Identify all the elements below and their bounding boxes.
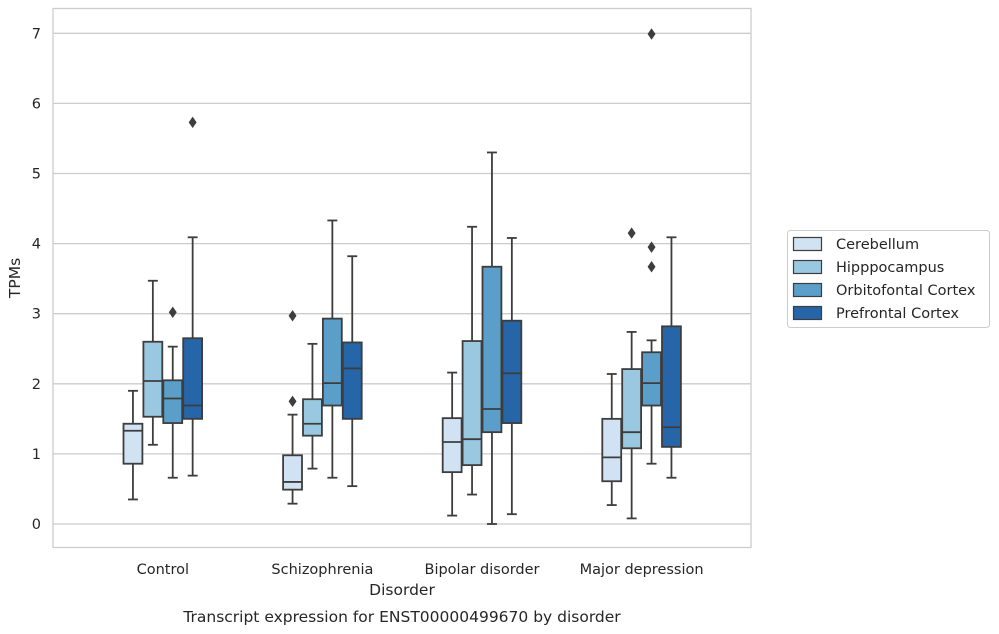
box-orbitofontal-cortex bbox=[162, 306, 184, 479]
outlier-point bbox=[288, 310, 297, 322]
outlier-point bbox=[168, 306, 177, 319]
legend-swatch bbox=[792, 236, 823, 252]
box-body bbox=[182, 337, 203, 420]
outlier-point bbox=[647, 28, 656, 40]
legend-label: Prefrontal Cortex bbox=[836, 306, 959, 322]
x-tick-labels: Control Schizophrenia Bipolar disorder Majo… bbox=[137, 562, 704, 578]
box-body bbox=[661, 325, 682, 448]
gridlines bbox=[53, 32, 751, 525]
boxes bbox=[122, 28, 682, 525]
y-tick-label: 3 bbox=[32, 307, 41, 323]
box-body bbox=[341, 341, 363, 420]
y-tick-label: 2 bbox=[32, 377, 41, 393]
box-prefrontal-cortex bbox=[341, 255, 363, 488]
box-body bbox=[641, 351, 662, 407]
y-tick-label: 6 bbox=[32, 96, 41, 112]
box-body bbox=[321, 317, 343, 407]
box-hipppocampus bbox=[621, 227, 643, 520]
box-body bbox=[302, 398, 323, 437]
outlier-point bbox=[627, 227, 636, 239]
outlier-point bbox=[288, 395, 297, 408]
box-body bbox=[461, 340, 483, 467]
y-tick-labels: 0 1 2 3 4 5 6 7 bbox=[32, 26, 41, 533]
legend-frame bbox=[787, 230, 990, 328]
legend-swatch bbox=[792, 282, 823, 298]
box-body bbox=[481, 265, 503, 434]
box-body bbox=[122, 422, 144, 465]
x-tick-label: Major depression bbox=[580, 562, 704, 578]
chart-caption: Transcript expression for ENST0000049967… bbox=[182, 608, 621, 626]
box-cerebellum bbox=[282, 310, 303, 505]
box-hipppocampus bbox=[302, 342, 323, 470]
y-tick-label: 7 bbox=[32, 26, 41, 42]
box-body bbox=[441, 417, 463, 474]
box-cerebellum bbox=[441, 371, 463, 517]
box-prefrontal-cortex bbox=[501, 237, 523, 516]
x-tick-label: Control bbox=[137, 562, 189, 578]
box-prefrontal-cortex bbox=[661, 236, 682, 479]
legend: Cerebellum Hipppocampus Orbitofontal Corte… bbox=[787, 230, 990, 328]
y-tick-label: 1 bbox=[32, 447, 41, 463]
legend-label: Hipppocampus bbox=[836, 260, 944, 276]
outlier-point bbox=[188, 116, 197, 129]
legend-label: Orbitofontal Cortex bbox=[836, 283, 976, 299]
box-cerebellum bbox=[601, 373, 623, 506]
x-tick-label: Schizophrenia bbox=[271, 562, 373, 578]
outlier-point bbox=[647, 261, 656, 273]
box-orbitofontal-cortex bbox=[641, 28, 662, 465]
box-body bbox=[282, 454, 303, 491]
box-body bbox=[142, 340, 164, 418]
x-tick-label: Bipolar disorder bbox=[425, 562, 540, 578]
legend-swatch bbox=[792, 259, 823, 275]
y-tick-label: 0 bbox=[32, 517, 41, 533]
box-body bbox=[621, 368, 643, 450]
box-hipppocampus bbox=[461, 225, 483, 496]
plot-frame bbox=[52, 7, 752, 549]
box-body bbox=[501, 319, 523, 424]
y-tick-label: 4 bbox=[32, 237, 41, 253]
legend-label: Cerebellum bbox=[836, 237, 919, 253]
box-cerebellum bbox=[122, 389, 144, 501]
legend-swatch bbox=[792, 305, 823, 321]
box-hipppocampus bbox=[142, 279, 164, 446]
box-prefrontal-cortex bbox=[182, 116, 203, 477]
box-orbitofontal-cortex bbox=[481, 151, 503, 525]
outlier-point bbox=[647, 241, 656, 253]
box-orbitofontal-cortex bbox=[321, 219, 343, 479]
x-axis-title: Disorder bbox=[369, 581, 435, 599]
box-body bbox=[162, 379, 184, 424]
box-body bbox=[601, 417, 623, 483]
y-axis-title: TPMs bbox=[6, 258, 24, 299]
y-tick-label: 5 bbox=[32, 167, 41, 183]
